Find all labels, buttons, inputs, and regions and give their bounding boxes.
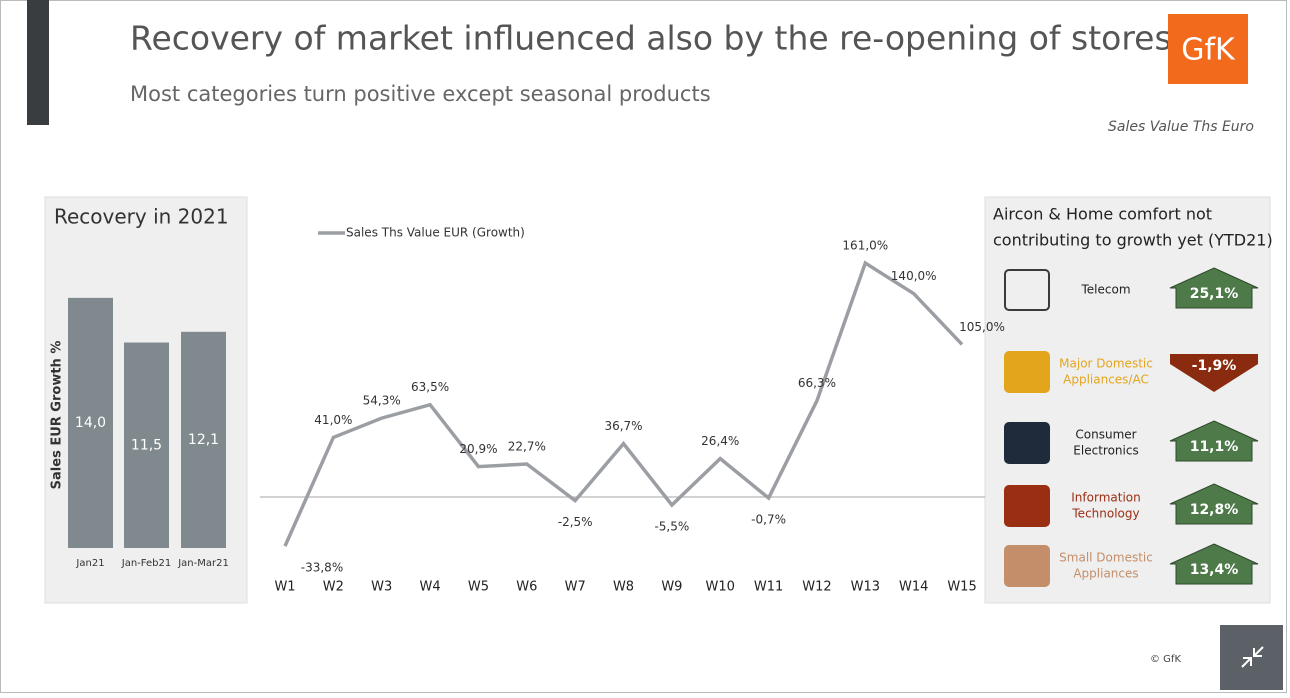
- subtitle: Most categories turn positive except sea…: [130, 82, 711, 106]
- data-label: 161,0%: [842, 239, 888, 253]
- x-tick-label: W11: [754, 580, 783, 595]
- x-tick-label: W9: [661, 580, 682, 595]
- item-label: Small Domestic: [1059, 551, 1153, 565]
- item-label: Consumer: [1075, 428, 1136, 442]
- data-label: -33,8%: [301, 561, 343, 575]
- item-icon: [1004, 351, 1050, 393]
- x-tick-label: Jan-Feb21: [121, 558, 171, 569]
- x-tick-label: W2: [323, 580, 344, 595]
- footer: © GfK: [1150, 654, 1181, 665]
- change-arrow: [1169, 420, 1259, 462]
- item-label: Appliances/AC: [1063, 373, 1149, 387]
- unit-note: Sales Value Ths Euro: [1108, 119, 1254, 135]
- logo: [1168, 14, 1248, 84]
- panel-title: Aircon & Home comfort not: [993, 205, 1212, 224]
- exit-fullscreen-button[interactable]: [1220, 625, 1283, 690]
- bar-value-label: 11,5: [131, 437, 162, 453]
- item-icon: [1004, 485, 1050, 527]
- x-tick-label: W6: [516, 580, 537, 595]
- item-label: Telecom: [1080, 283, 1130, 297]
- change-arrow: [1169, 543, 1259, 585]
- x-tick-label: W1: [274, 580, 295, 595]
- x-tick-label: W13: [851, 580, 880, 595]
- item-label: Information: [1071, 491, 1140, 505]
- item-icon: [1004, 269, 1050, 311]
- item-label: Electronics: [1073, 444, 1138, 458]
- bar-value-label: 12,1: [188, 432, 219, 448]
- y-axis-label: Sales EUR Growth %: [50, 341, 65, 490]
- change-value: 13,4%: [1190, 562, 1239, 578]
- data-label: 54,3%: [363, 394, 401, 408]
- data-label: 20,9%: [459, 442, 497, 456]
- data-label: 26,4%: [701, 434, 739, 448]
- item-icon: [1004, 422, 1050, 464]
- panel-title: contributing to growth yet (YTD21): [993, 231, 1273, 250]
- change-arrow: [1169, 267, 1259, 309]
- item-label: Technology: [1071, 507, 1139, 521]
- bar: [181, 331, 226, 548]
- change-arrow: [1169, 483, 1259, 525]
- bar: [68, 297, 113, 548]
- x-tick-label: W10: [706, 580, 735, 595]
- title: Recovery of market influenced also by th…: [130, 19, 1172, 58]
- data-label: -5,5%: [654, 519, 689, 533]
- change-arrow: [1170, 354, 1258, 392]
- x-tick-label: W12: [802, 580, 831, 595]
- line: [283, 260, 964, 547]
- change-value: 25,1%: [1190, 286, 1239, 302]
- item-label: Appliances: [1073, 567, 1138, 581]
- x-tick-label: W4: [420, 580, 441, 595]
- x-tick-label: W7: [565, 580, 586, 595]
- x-tick-label: W8: [613, 580, 634, 595]
- item-label: Major Domestic: [1059, 357, 1153, 371]
- x-tick-label: Jan-Mar21: [177, 558, 229, 569]
- change-value: 12,8%: [1190, 502, 1239, 518]
- logo-text: GfK: [1181, 33, 1236, 68]
- bar-value-label: 14,0: [75, 415, 106, 431]
- legend-label: Sales Ths Value EUR (Growth): [346, 226, 525, 240]
- data-label: 41,0%: [314, 413, 352, 427]
- data-label: 22,7%: [508, 440, 546, 454]
- change-value: -1,9%: [1192, 358, 1237, 374]
- x-tick-label: W3: [371, 580, 392, 595]
- data-label: 105,0%: [959, 320, 1005, 334]
- right-panel: [984, 196, 1271, 604]
- x-tick-label: W14: [899, 580, 928, 595]
- data-label: 66,3%: [798, 376, 836, 390]
- change-value: 11,1%: [1190, 439, 1239, 455]
- x-tick-label: Jan21: [75, 558, 104, 569]
- data-label: -0,7%: [751, 513, 786, 527]
- accent-bar: [27, 0, 49, 125]
- item-icon: [1004, 545, 1050, 587]
- data-label: 140,0%: [891, 269, 937, 283]
- bar-title: Recovery in 2021: [54, 205, 229, 229]
- x-tick-label: W15: [947, 580, 976, 595]
- data-label: 36,7%: [604, 419, 642, 433]
- x-tick-label: W5: [468, 580, 489, 595]
- bar: [124, 342, 169, 548]
- data-label: -2,5%: [558, 515, 593, 529]
- data-label: 63,5%: [411, 380, 449, 394]
